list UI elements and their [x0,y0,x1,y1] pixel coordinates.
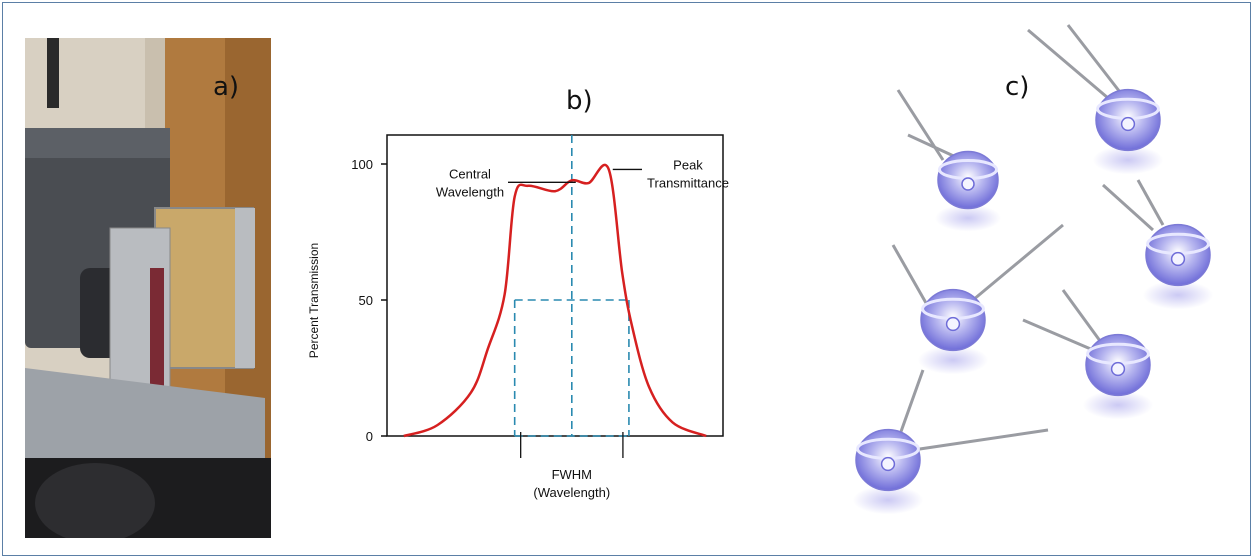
fwhm-label-line2: (Wavelength) [533,485,610,500]
panel-label-a: a) [213,72,240,102]
transmission-curve [403,163,707,438]
led-4 [891,223,1064,375]
y-axis-label: Percent Transmission [307,243,321,358]
led-5 [1022,289,1154,420]
panel-label-b: b) [566,86,593,116]
panel-label-c: c) [1005,72,1030,102]
central-wavelength-label-line1: Central [449,166,491,181]
central-wavelength-label-line2: Wavelength [436,184,504,199]
fwhm-label-line1: FWHM [552,467,592,482]
y-tick-label: 50 [359,293,373,308]
peak-label-line2: Transmittance [647,175,729,190]
led-2 [1027,24,1164,175]
peak-label-line1: Peak [673,157,703,172]
y-tick-label: 0 [366,429,373,444]
led-6 [852,369,1049,515]
photo-leds: c) [838,20,1250,540]
photo-filter-assembly: a) [25,38,271,538]
transmission-chart: 100 50 0 Percent Transmission Central Wavele… [307,134,729,500]
led-1 [896,89,1001,232]
led-3 [1101,179,1214,310]
y-tick-label: 100 [351,157,373,172]
